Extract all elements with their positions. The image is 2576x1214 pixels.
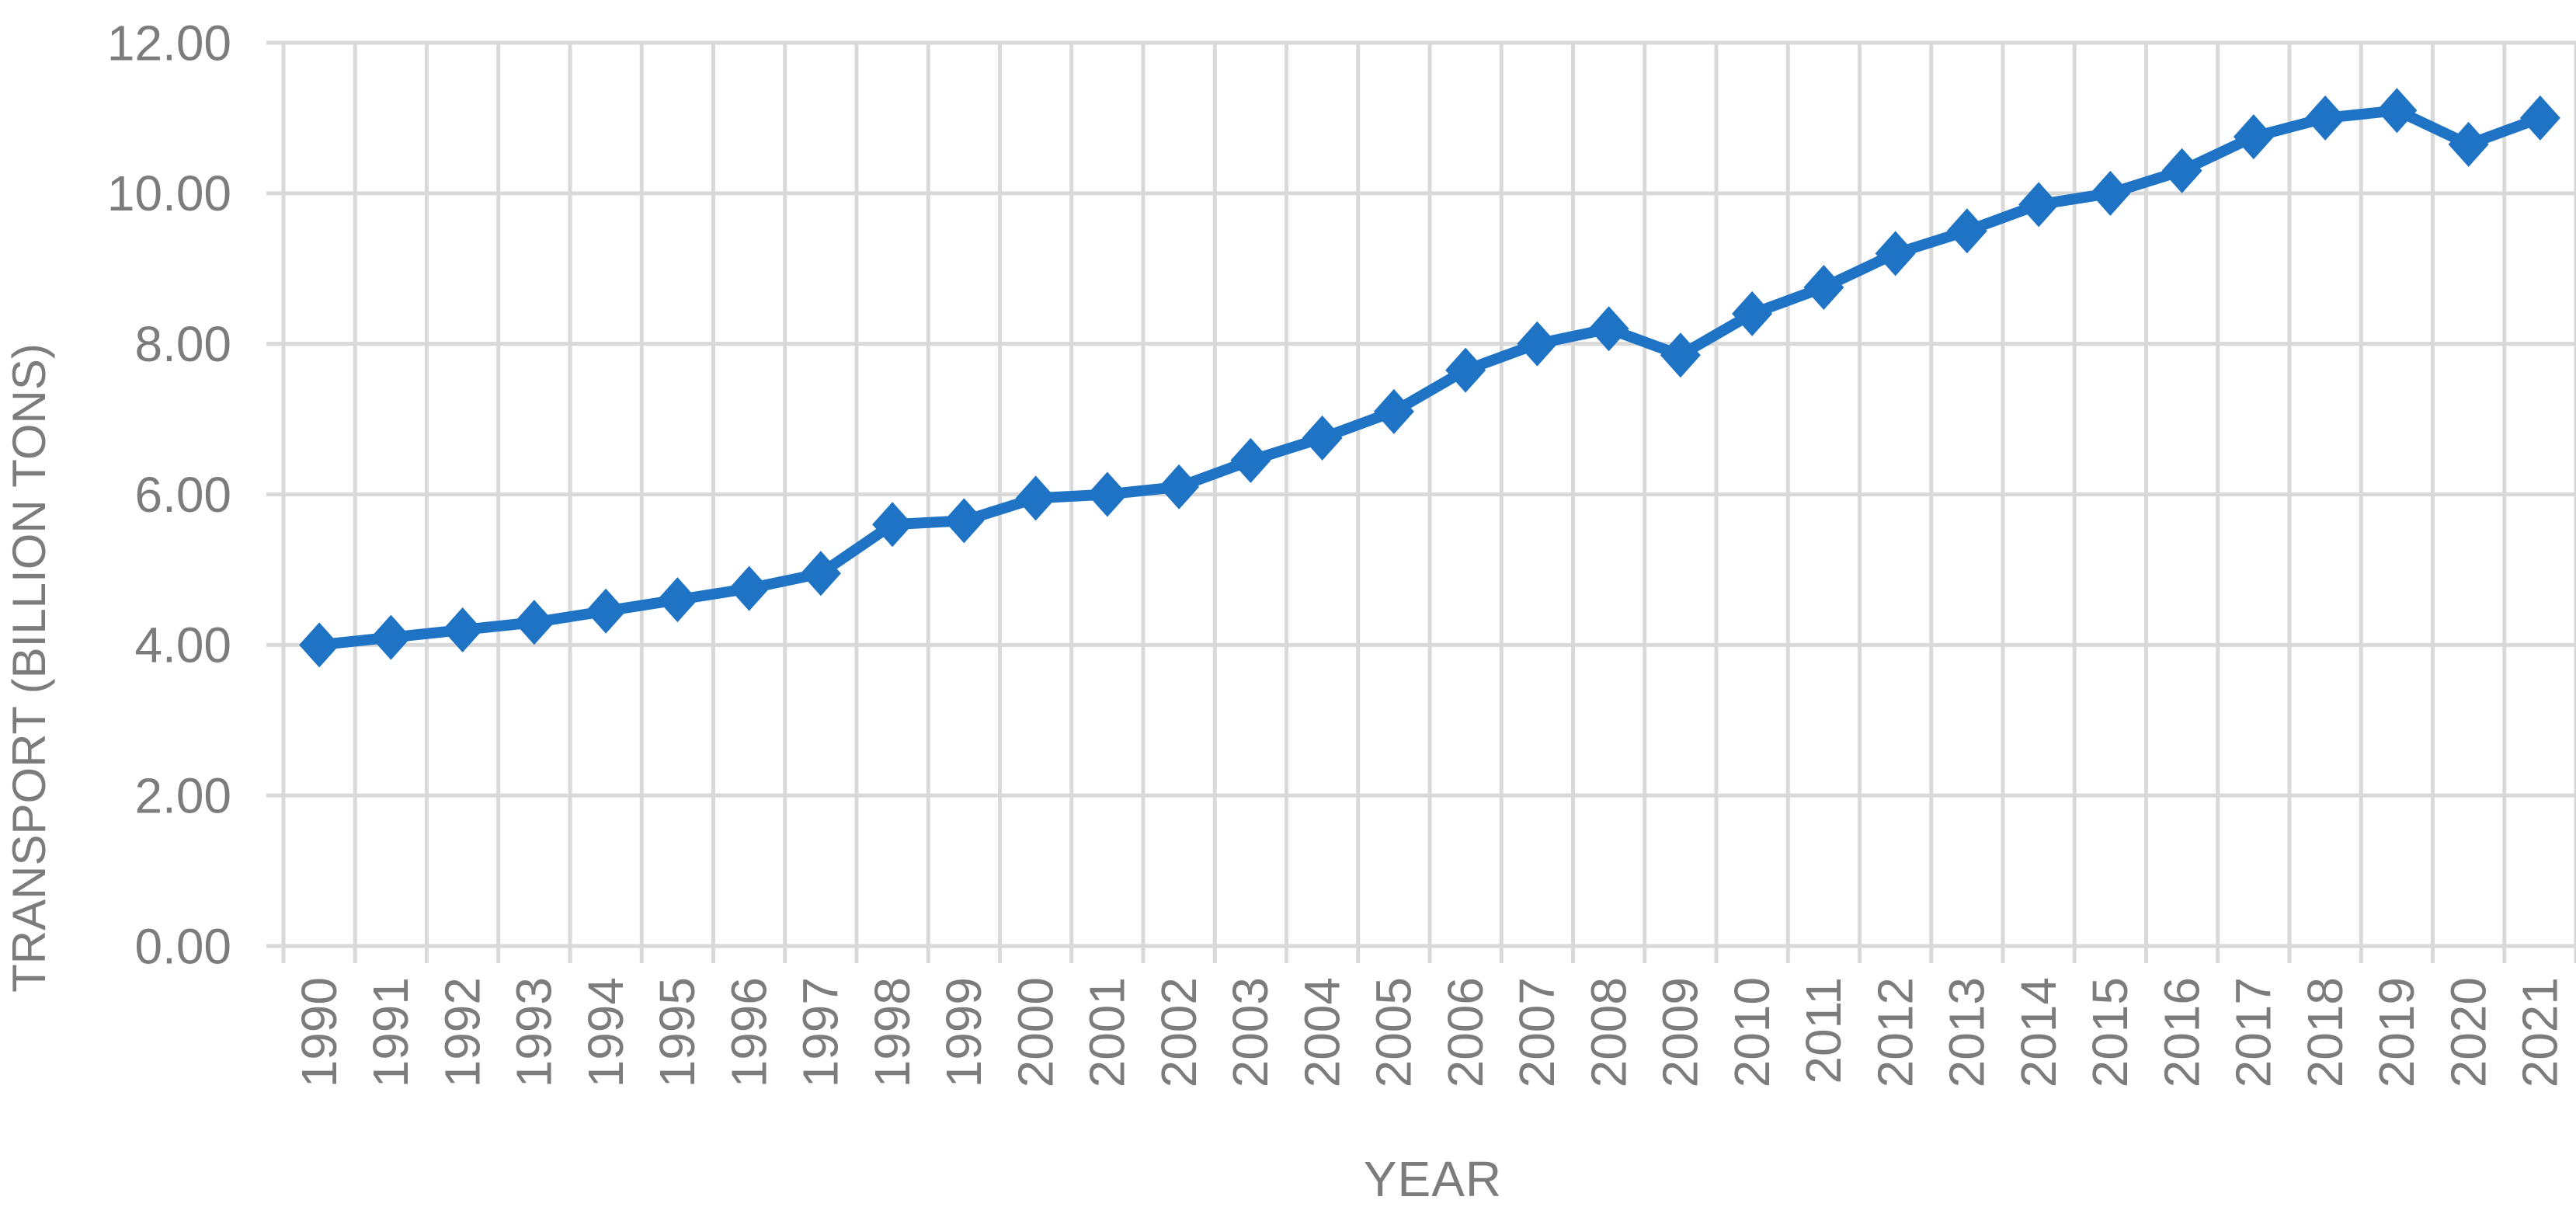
x-axis-tick-label: 1999: [936, 977, 992, 1087]
x-axis-tick-label: 1997: [793, 977, 849, 1087]
data-point-marker: [1302, 415, 1343, 461]
x-axis-tick-label: 2016: [2154, 977, 2209, 1087]
x-axis-tick-label: 2010: [1724, 977, 1780, 1087]
data-point-marker: [872, 502, 913, 548]
x-axis-tick-label: 1992: [434, 977, 490, 1087]
x-axis-tick-label: 2006: [1437, 977, 1493, 1087]
x-axis-tick-label: 2020: [2440, 977, 2496, 1087]
x-axis-tick-label: 1995: [649, 977, 705, 1087]
x-axis-tick-label: 2002: [1151, 977, 1207, 1087]
x-axis-tick-label: 2018: [2297, 977, 2353, 1087]
data-point-marker: [1517, 321, 1558, 367]
data-point-marker: [1373, 388, 1414, 434]
data-point-marker: [1660, 332, 1701, 378]
data-point-marker: [1588, 306, 1629, 352]
data-point-marker: [2161, 148, 2202, 193]
x-axis-title: YEAR: [1364, 1151, 1502, 1207]
x-axis-tick-label: 2004: [1294, 977, 1350, 1087]
data-point-marker: [657, 577, 698, 623]
data-point-marker: [1086, 471, 1128, 517]
data-point-marker: [2090, 170, 2131, 216]
data-point-marker: [2519, 95, 2560, 141]
data-point-marker: [299, 622, 340, 668]
x-axis-tick-label: 2014: [2011, 977, 2067, 1087]
data-point-marker: [1875, 231, 1916, 277]
data-point-marker: [370, 614, 412, 660]
data-point-marker: [1946, 208, 1987, 254]
data-point-marker: [728, 565, 770, 611]
x-axis-tick-label: 2015: [2082, 977, 2138, 1087]
data-point-marker: [2018, 182, 2060, 228]
x-axis-tick-label: 1998: [864, 977, 920, 1087]
data-point-marker: [2376, 88, 2418, 134]
x-axis-tick-label: 2017: [2226, 977, 2282, 1087]
data-point-marker: [2448, 121, 2489, 167]
data-point-marker: [1159, 464, 1200, 510]
x-axis-tick-labels: 1990 1991 1992 1993 1994 1995 1996 1997 1998 1999…: [291, 977, 2568, 1087]
data-point-marker: [944, 498, 985, 544]
x-axis-tick-label: 1990: [291, 977, 347, 1087]
data-point-marker: [586, 588, 627, 634]
y-axis-tick-label: 6.00: [134, 467, 231, 523]
x-axis-tick-label: 2009: [1653, 977, 1709, 1087]
y-axis-tick-label: 10.00: [107, 165, 231, 221]
data-point-marker: [513, 600, 554, 645]
x-axis-tick-label: 2007: [1509, 977, 1565, 1087]
data-point-marker: [2233, 114, 2274, 160]
y-axis-tick-label: 12.00: [107, 15, 231, 71]
data-point-marker: [800, 551, 841, 597]
y-axis-title: TRANSPORT (BILLION TONS): [3, 343, 55, 993]
data-point-marker: [1732, 290, 1773, 336]
x-axis-tick-label: 2011: [1796, 977, 1851, 1084]
x-axis-tick-label: 2003: [1222, 977, 1278, 1087]
data-point-marker: [1230, 437, 1271, 483]
x-axis-tick-label: 2019: [2369, 977, 2425, 1087]
data-point-marker: [2305, 95, 2346, 141]
x-axis-ticks: [281, 946, 2576, 963]
x-axis-tick-label: 1993: [506, 977, 562, 1087]
x-axis-tick-label: 2005: [1366, 977, 1422, 1087]
y-axis-tick-labels: 0.00 2.00 4.00 6.00 8.00 10.00 12.00: [107, 15, 231, 974]
y-axis-tick-label: 4.00: [134, 617, 231, 673]
x-axis-tick-label: 1996: [721, 977, 777, 1087]
x-axis-tick-label: 2012: [1867, 977, 1923, 1087]
x-axis-tick-label: 2021: [2512, 977, 2568, 1087]
data-series: [299, 88, 2560, 668]
y-axis-tick-label: 0.00: [134, 918, 231, 974]
y-axis-tick-label: 8.00: [134, 316, 231, 372]
data-point-marker: [442, 607, 483, 652]
y-axis-tick-label: 2.00: [134, 768, 231, 824]
data-point-marker: [1015, 475, 1056, 521]
data-point-marker: [1445, 347, 1486, 393]
y-axis-ticks: [266, 40, 283, 948]
x-axis-tick-label: 2001: [1079, 977, 1135, 1087]
x-axis-tick-label: 2013: [1939, 977, 1995, 1087]
x-axis-tick-label: 1991: [363, 977, 419, 1087]
x-axis-tick-label: 2000: [1007, 977, 1063, 1087]
x-axis-tick-label: 2008: [1580, 977, 1636, 1087]
data-point-marker: [1803, 264, 1844, 310]
x-axis-tick-label: 1994: [578, 977, 634, 1087]
